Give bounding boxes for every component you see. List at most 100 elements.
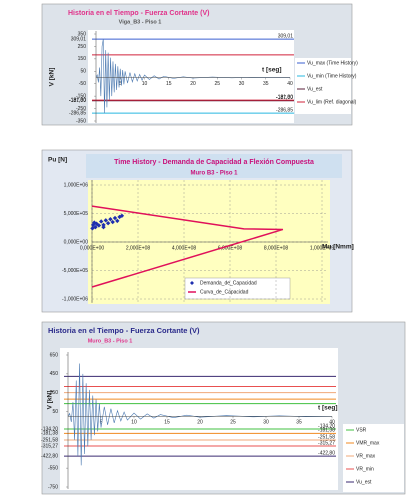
x-tick-label: 35 (263, 81, 269, 87)
capacity-line (91, 205, 284, 288)
legend-label: Vu_min (Time History) (307, 73, 357, 79)
plot-area (88, 30, 294, 123)
reference-label: -187,00 (69, 98, 86, 104)
y-tick-label: -50 (79, 81, 86, 87)
x-axis-label: t [seg] (262, 67, 282, 74)
x-tick-label: 5 (100, 420, 103, 426)
reference-label: -181,38 (318, 428, 335, 434)
legend-label: Demanda_de_Capacidad (200, 280, 257, 286)
x-tick-label: 6,000E+08 (218, 245, 243, 251)
y-tick-label: -150 (76, 93, 86, 99)
y-tick-label: 150 (78, 56, 87, 62)
marker (93, 224, 98, 230)
marker (101, 224, 106, 230)
x-tick-label: 4,000E+08 (172, 245, 197, 251)
marker (90, 226, 95, 231)
y-tick-label: 50 (80, 69, 86, 75)
marker (110, 219, 115, 225)
legend-label: Vu_max (Time History) (307, 60, 358, 66)
reference-label: -181,80 (69, 97, 86, 103)
legend-label: Vu_est (307, 86, 323, 92)
x-tick-label: 15 (166, 81, 172, 87)
x-tick-label: 1,000E+09 (310, 245, 335, 251)
x-tick-label: 30 (239, 81, 245, 87)
y-tick-label: 250 (78, 44, 87, 50)
marker (108, 217, 113, 222)
x-tick-label: 20 (197, 420, 203, 426)
x-tick-label: 40 (287, 81, 293, 87)
x-axis-label: t [seg] (318, 405, 338, 412)
y-tick-label: 350 (78, 31, 87, 37)
y-axis-label: Pu [N] (48, 157, 67, 164)
signal-line (67, 363, 333, 466)
y-tick-label: -1,000E+06 (62, 296, 88, 302)
x-tick-label: 10 (131, 420, 137, 426)
marker (115, 218, 120, 224)
x-tick-label: 5 (119, 81, 122, 87)
marker (119, 213, 125, 218)
y-tick-label: 0,000E+00 (64, 239, 89, 245)
reference-label: -286,85 (69, 110, 86, 116)
y-tick-label: -5,000E+05 (62, 268, 88, 274)
chart-title: Historia en el Tiempo - Fuerza Cortante … (48, 326, 200, 335)
x-tick-label: 10 (142, 81, 148, 87)
legend-label: VMR_max (356, 440, 380, 446)
legend-label: VR_min (356, 466, 374, 472)
x-axis-label: Mu [Nmm] (322, 244, 354, 251)
chart-subtitle: Muro_B3 - Piso 1 (88, 338, 133, 344)
legend-label: VSR (356, 427, 367, 433)
y-tick-label: 250 (50, 390, 59, 396)
marker (112, 215, 118, 221)
y-tick-label: 50 (52, 409, 58, 415)
y-axis-label: V [kN] (47, 391, 54, 410)
x-tick-label: 40 (329, 420, 335, 426)
reference-label: -134,20 (41, 426, 58, 432)
reference-label: -315,27 (41, 443, 58, 449)
x-tick-label: 30 (263, 420, 269, 426)
chart-title: Time History - Demanda de Capacidad a Fl… (114, 159, 314, 166)
chart-subtitle: Muro B3 - Piso 1 (190, 171, 238, 177)
legend-box (343, 424, 404, 492)
y-axis-label: V [kN] (49, 68, 56, 87)
y-tick-label: -350 (76, 118, 86, 124)
legend-swatch (190, 281, 194, 285)
legend-label: Vu_lim (Ref. diagonal) (307, 99, 357, 105)
chart-subtitle: Viga_B3 - Piso 1 (119, 19, 162, 25)
y-tick-label: -550 (48, 465, 58, 471)
marker (103, 218, 108, 223)
y-tick-label: -750 (48, 484, 58, 490)
legend-label: VR_max (356, 453, 376, 459)
reference-label: -286,85 (276, 107, 293, 113)
reference-label: -315,27 (318, 440, 335, 446)
x-tick-label: 2,000E+08 (126, 245, 151, 251)
x-tick-label: 25 (214, 81, 220, 87)
reference-label: 309,01 (278, 33, 294, 39)
marker (101, 222, 106, 228)
reference-label: 309,01 (71, 36, 87, 42)
chart-title: Historia en el Tiempo - Fuerza Cortante … (68, 10, 209, 17)
y-tick-label: 650 (50, 352, 59, 358)
reference-label: -181,38 (41, 431, 58, 437)
y-tick-label: 1,000E+06 (64, 182, 89, 188)
y-tick-label: -250 (76, 106, 86, 112)
marker (94, 221, 99, 226)
reference-label: -134,20 (318, 423, 335, 429)
reference-label: -251,58 (318, 434, 335, 440)
x-tick-label: 20 (190, 81, 196, 87)
reference-label: -187,00 (276, 95, 293, 101)
reference-label: -422,80 (41, 453, 58, 459)
y-tick-label: 5,000E+05 (64, 211, 89, 217)
title-bar (86, 154, 342, 178)
legend-label: Vu_est (356, 479, 372, 485)
reference-label: -181,80 (276, 94, 293, 100)
x-tick-label: 8,000E+08 (264, 245, 289, 251)
marker (99, 219, 104, 224)
marker (105, 220, 111, 226)
x-tick-label: 25 (230, 420, 236, 426)
reference-label: -422,80 (318, 450, 335, 456)
reference-label: -251,58 (41, 437, 58, 443)
legend-label: Curva_de_Capacidad (200, 289, 249, 295)
x-tick-label: 35 (296, 420, 302, 426)
x-tick-label: 15 (164, 420, 170, 426)
